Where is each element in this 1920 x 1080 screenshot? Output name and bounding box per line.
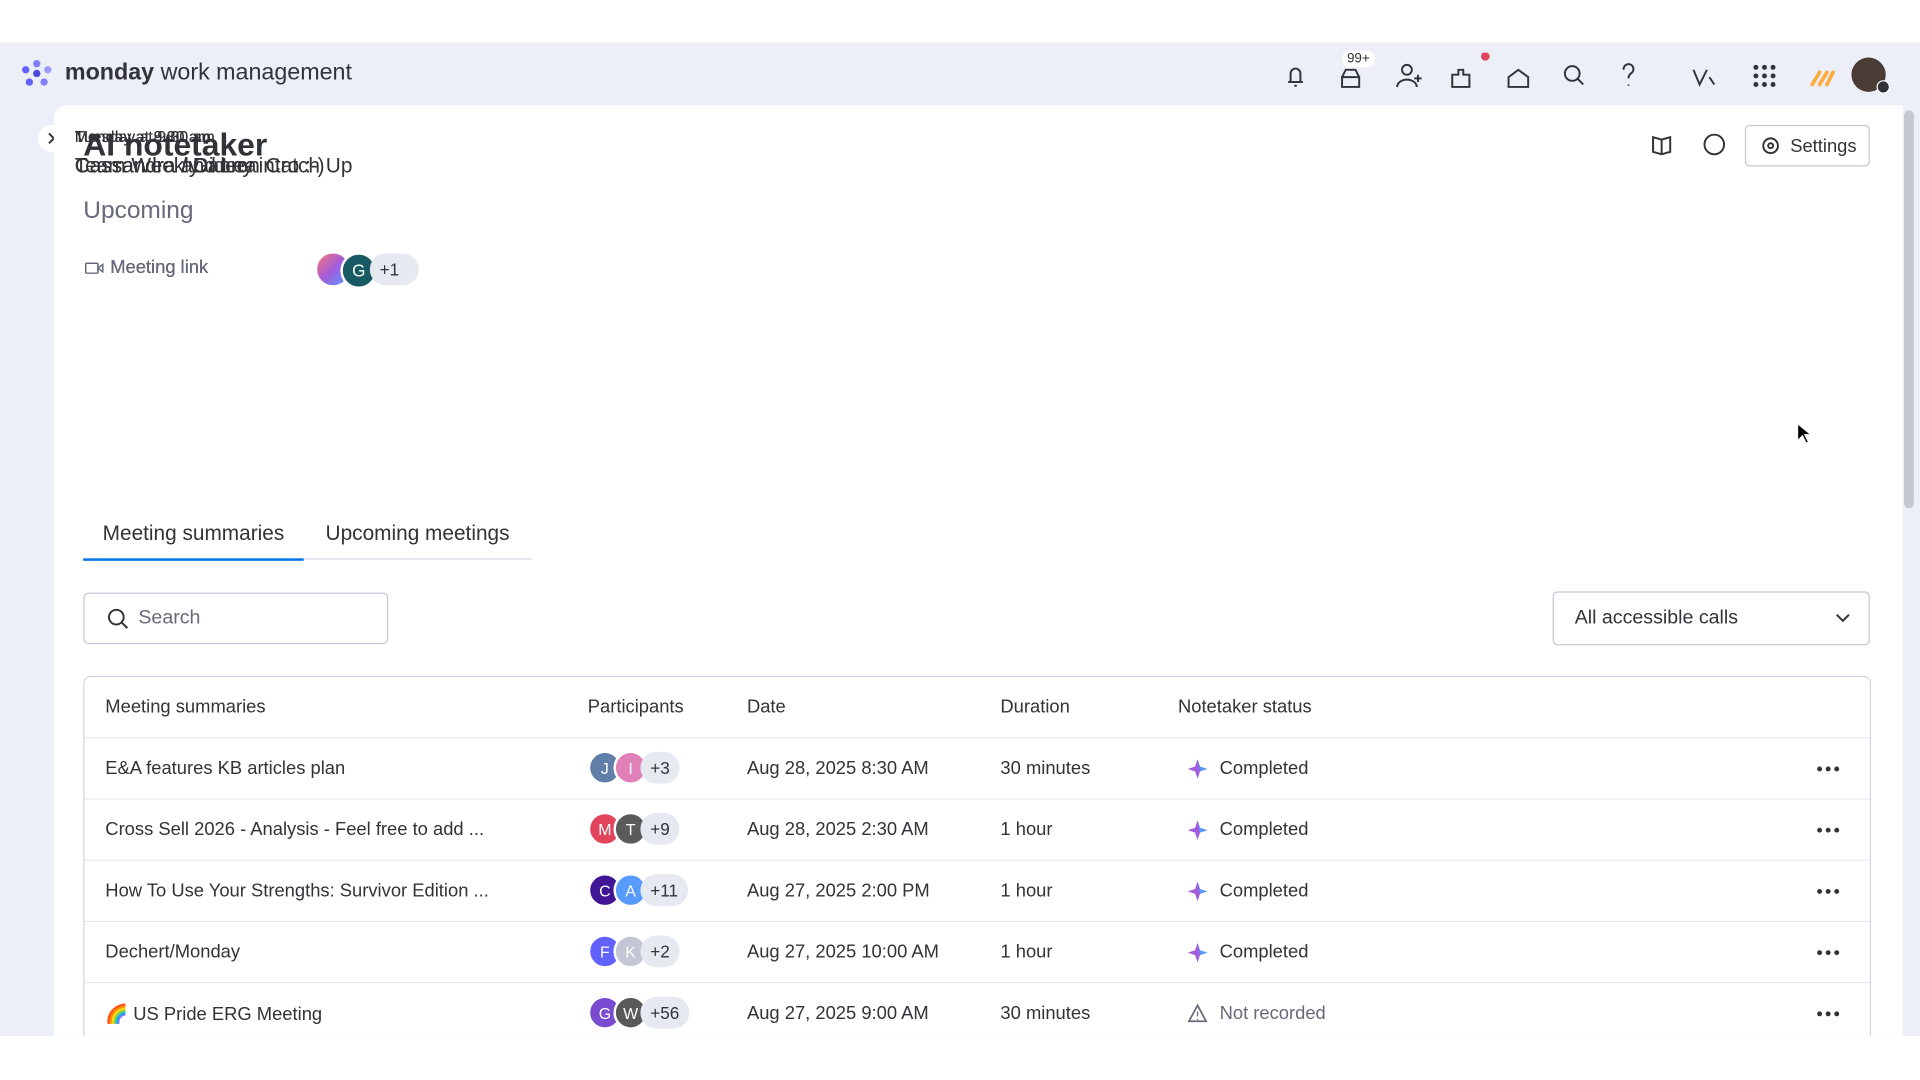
- status-label: Completed: [1219, 880, 1309, 902]
- column-header: Notetaker status: [1177, 696, 1312, 718]
- duration: 1 hour: [1000, 880, 1053, 902]
- meeting-name: Cross Sell 2026 - Analysis - Feel free t…: [105, 819, 485, 841]
- duration: 1 hour: [1000, 941, 1053, 963]
- table: Meeting summaries Participants Date Duratio…: [83, 675, 1872, 1036]
- search-placeholder: Search: [138, 607, 201, 629]
- tab-bar-line: [83, 558, 532, 560]
- logo: [22, 60, 52, 86]
- avatar: W: [613, 995, 648, 1030]
- meeting-link-label: Meeting link: [110, 257, 209, 278]
- row-menu[interactable]: [1816, 800, 1840, 860]
- meeting-link-label: Meeting link: [110, 257, 209, 278]
- date: Aug 27, 2025 9:00 AM: [746, 1002, 929, 1024]
- tab[interactable]: Upcoming meetings: [325, 521, 510, 545]
- duration: 30 minutes: [1000, 757, 1091, 779]
- table-row[interactable]: Cross Sell 2026 - Analysis - Feel free t…: [84, 798, 1870, 860]
- card-time: Tuesday at 9:00 am: [74, 127, 215, 146]
- tab[interactable]: Meeting summaries: [83, 522, 304, 561]
- card-time: Monday at 8:30 am: [74, 127, 211, 146]
- table-row[interactable]: E&A features KB articles plan J I +3 Aug 28,…: [84, 737, 1870, 798]
- more-count: +11: [640, 874, 688, 907]
- participants: J I +3: [587, 738, 735, 798]
- search-box[interactable]: Search: [83, 592, 389, 645]
- product-name: work management: [160, 60, 352, 86]
- card-title: Cassandra / Danny intro :-): [74, 154, 325, 178]
- meeting-link-label: Meeting link: [110, 257, 209, 278]
- participants: C A +11: [587, 861, 735, 921]
- app: monday work management 99+ AI notetaker …: [0, 42, 1920, 1036]
- brand-name: monday: [64, 60, 155, 86]
- card-title: Team Weekly: [74, 154, 200, 178]
- status: Completed: [1187, 861, 1309, 921]
- top-icons[interactable]: [1273, 52, 1910, 97]
- main-panel: AI notetaker Settings Upcoming Monday at…: [53, 105, 1903, 1036]
- page-title: AI notetaker: [83, 126, 268, 163]
- meeting-name: 🌈 US Pride ERG Meeting: [105, 1003, 323, 1025]
- more-count: +2: [640, 935, 680, 968]
- status-label: Completed: [1219, 941, 1309, 963]
- duration: 30 minutes: [1000, 1002, 1091, 1024]
- card-time: Tuesday at 9:30 am: [74, 127, 215, 146]
- duration: 1 hour: [1000, 819, 1053, 841]
- date: Aug 28, 2025 8:30 AM: [746, 757, 929, 779]
- status-label: Not recorded: [1219, 1002, 1326, 1024]
- filter-dropdown[interactable]: All accessible calls: [1552, 591, 1870, 646]
- header-actions[interactable]: [1646, 130, 1732, 159]
- status: Not recorded: [1187, 983, 1326, 1036]
- date: Aug 27, 2025 10:00 AM: [746, 941, 939, 963]
- row-menu[interactable]: [1816, 922, 1840, 982]
- settings-button[interactable]: Settings: [1744, 124, 1870, 167]
- meeting-name: Dechert/Monday: [105, 941, 241, 963]
- card-title: Cassandra / Gideon Catch Up: [74, 154, 353, 178]
- more-count: +3: [640, 751, 680, 784]
- row-menu[interactable]: [1816, 738, 1840, 798]
- status-label: Completed: [1219, 757, 1309, 779]
- status: Completed: [1187, 922, 1309, 982]
- meeting-name: How To Use Your Strengths: Survivor Edit…: [105, 880, 489, 902]
- more-count: +56: [640, 996, 690, 1029]
- status: Completed: [1187, 800, 1309, 860]
- meeting-link: Meeting link: [84, 257, 208, 278]
- meeting-name: E&A features KB articles plan: [105, 757, 346, 779]
- row-menu[interactable]: [1816, 983, 1840, 1036]
- card-time: Monday at 9:30 am: [74, 127, 211, 146]
- column-header: Participants: [587, 696, 684, 718]
- column-header: Meeting summaries: [105, 696, 266, 718]
- scrollbar: [1904, 110, 1914, 509]
- participants: G W +56: [587, 983, 735, 1036]
- status: Completed: [1187, 738, 1309, 798]
- date: Aug 28, 2025 2:30 AM: [746, 819, 929, 841]
- row-menu[interactable]: [1816, 861, 1840, 921]
- table-row[interactable]: 🌈 US Pride ERG Meeting G W +56 Aug 27, 2025 …: [84, 982, 1870, 1036]
- meeting-link-label: Meeting link: [110, 257, 209, 278]
- date: Aug 27, 2025 2:00 PM: [746, 880, 930, 902]
- more-count: +9: [640, 813, 680, 845]
- cursor: [1796, 422, 1813, 445]
- more-count: +1: [369, 253, 409, 286]
- section-heading: Upcoming: [83, 197, 194, 225]
- participants: M T +9: [587, 800, 735, 860]
- column-header: Duration: [1000, 696, 1070, 718]
- card-title: Cassandra and Lea: [74, 154, 257, 178]
- column-header: Date: [746, 696, 786, 718]
- settings-label: Settings: [1790, 135, 1857, 157]
- status-label: Completed: [1219, 819, 1309, 841]
- brand: monday work management: [65, 60, 352, 87]
- table-row[interactable]: Dechert/Monday F K +2 Aug 27, 2025 10:00 AM 1…: [84, 920, 1870, 982]
- filter-label: All accessible calls: [1574, 607, 1739, 629]
- inbox-badge: 99+: [1342, 50, 1375, 68]
- participants: F K +2: [587, 922, 735, 982]
- table-row[interactable]: How To Use Your Strengths: Survivor Edit…: [84, 859, 1870, 921]
